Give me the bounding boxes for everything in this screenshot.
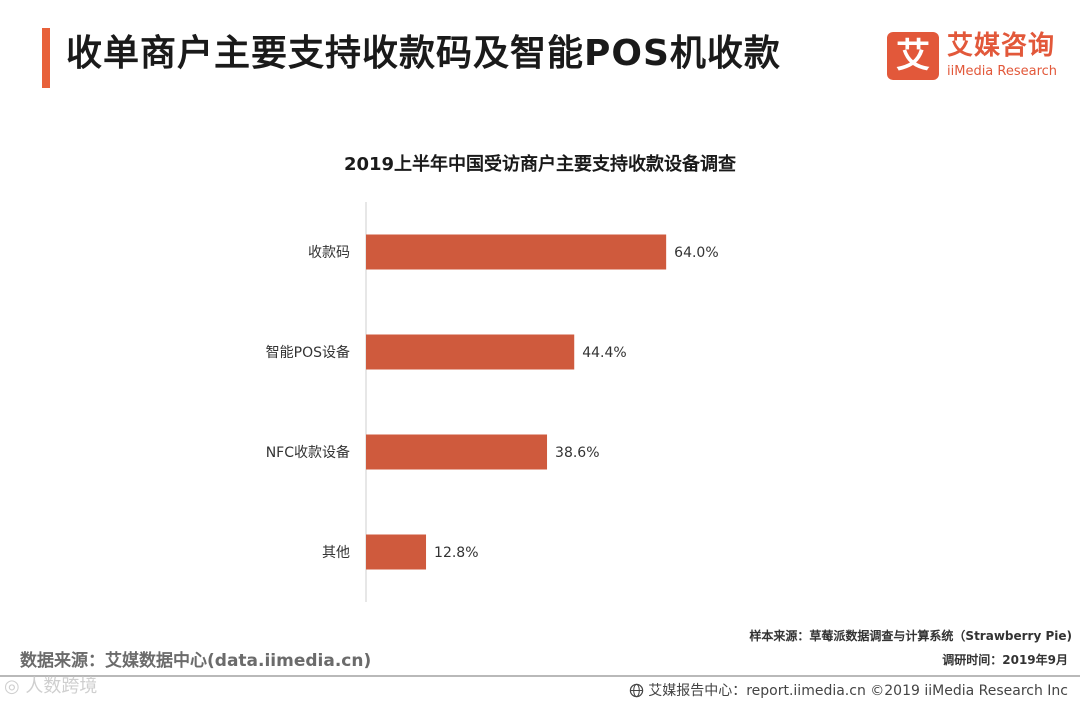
sample-source: 样本来源：草莓派数据调查与计算系统（Strawberry Pie) bbox=[749, 629, 1072, 643]
footer-divider bbox=[0, 675, 1080, 677]
category-label-0: 收款码 bbox=[308, 245, 350, 261]
category-label-1: 智能POS设备 bbox=[266, 344, 350, 361]
bar-2 bbox=[366, 434, 548, 470]
title-accent-bar bbox=[42, 28, 50, 88]
bar-0 bbox=[366, 234, 667, 270]
category-label-2: NFC收款设备 bbox=[266, 444, 350, 461]
value-label-1: 44.4% bbox=[582, 345, 626, 361]
data-source: 数据来源：艾媒数据中心(data.iimedia.cn) bbox=[20, 651, 372, 671]
logo-name: 艾媒咨询 bbox=[947, 31, 1056, 61]
category-label-3: 其他 bbox=[322, 545, 350, 561]
page-title: 收单商户主要支持收款码及智能POS机收款 bbox=[66, 33, 781, 74]
report-center: 艾媒报告中心：report.iimedia.cn ©2019 iiMedia R… bbox=[629, 680, 1068, 700]
brand-logo: 艾 艾媒咨询 iiMedia Research bbox=[887, 31, 1067, 84]
globe-icon bbox=[630, 683, 644, 697]
watermark: ◎ 人数跨境 bbox=[4, 676, 98, 697]
logo-subtitle: iiMedia Research bbox=[947, 64, 1058, 79]
survey-time: 调研时间：2019年9月 bbox=[942, 653, 1068, 667]
value-label-0: 64.0% bbox=[674, 245, 718, 261]
bar-3 bbox=[366, 534, 427, 570]
value-label-3: 12.8% bbox=[434, 545, 478, 561]
chart-title: 2019上半年中国受访商户主要支持收款设备调查 bbox=[343, 154, 737, 175]
logo-mark: 艾 bbox=[887, 32, 939, 80]
report-center-text: 艾媒报告中心：report.iimedia.cn ©2019 iiMedia R… bbox=[648, 683, 1068, 699]
value-label-2: 38.6% bbox=[555, 445, 599, 461]
bar-1 bbox=[366, 334, 575, 370]
